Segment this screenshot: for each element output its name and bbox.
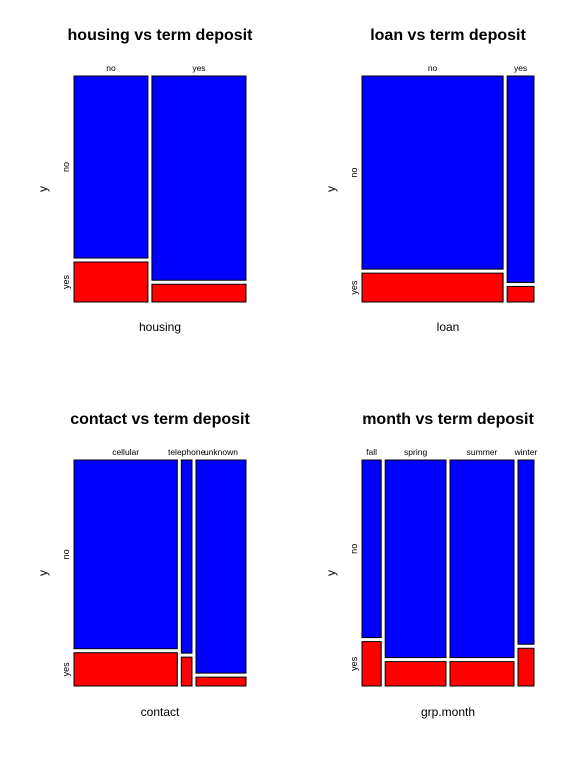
category-label-yes: yes: [514, 63, 527, 73]
mosaic-chart-2: loan vs term deposit loan y no no yes yes: [324, 27, 535, 334]
chart-title: housing vs term deposit: [68, 27, 254, 44]
tile-no-no: [73, 75, 149, 259]
x-axis-label: housing: [139, 320, 181, 334]
x-axis-label: contact: [141, 705, 180, 719]
category-label-unknown: unknown: [204, 447, 238, 457]
tile-fall-yes: [361, 641, 382, 687]
mosaic-chart-4: month vs term deposit grp.month y fall no yes…: [324, 411, 537, 719]
category-label-cellular: cellular: [112, 447, 139, 457]
category-label-yes: yes: [192, 63, 205, 73]
y-level-label-no: no: [61, 162, 71, 172]
y-level-label-yes: yes: [349, 656, 359, 671]
chart-title: contact vs term deposit: [70, 411, 250, 428]
tile-fall-no: [361, 459, 382, 639]
tile-spring-yes: [384, 661, 447, 687]
tile-unknown-no: [195, 459, 247, 674]
category-label-winter: winter: [514, 447, 538, 457]
category-label-no: no: [106, 63, 116, 73]
mosaic-chart-1: housing vs term deposit housing y no no yes ye…: [36, 27, 253, 334]
tile-yes-no: [151, 75, 247, 281]
y-axis-label: y: [36, 570, 50, 576]
tile-yes-no: [506, 75, 535, 283]
tile-summer-no: [449, 459, 515, 659]
y-axis-label: y: [324, 186, 338, 192]
tile-winter-yes: [517, 647, 535, 687]
y-axis-label: y: [324, 570, 338, 576]
tile-yes-yes: [151, 283, 247, 303]
y-level-label-no: no: [349, 168, 359, 178]
y-level-label-no: no: [349, 544, 359, 554]
tile-no-yes: [73, 261, 149, 303]
tile-cellular-no: [73, 459, 178, 650]
y-level-label-yes: yes: [349, 280, 359, 295]
tile-summer-yes: [449, 661, 515, 687]
tile-yes-yes: [506, 285, 535, 303]
y-level-label-yes: yes: [61, 275, 71, 290]
category-label-summer: summer: [467, 447, 498, 457]
category-label-spring: spring: [404, 447, 427, 457]
mosaic-chart-3: contact vs term deposit contact y cellular n…: [36, 411, 250, 719]
tile-telephone-no: [180, 459, 193, 654]
tile-spring-no: [384, 459, 447, 659]
x-axis-label: loan: [437, 320, 460, 334]
y-level-label-yes: yes: [61, 662, 71, 677]
chart-title: month vs term deposit: [362, 411, 534, 428]
x-axis-label: grp.month: [421, 705, 475, 719]
tile-telephone-yes: [180, 656, 193, 687]
category-label-telephone: telephone: [168, 447, 206, 457]
tile-no-yes: [361, 272, 504, 303]
category-label-fall: fall: [366, 447, 377, 457]
category-label-no: no: [428, 63, 438, 73]
tile-winter-no: [517, 459, 535, 645]
chart-title: loan vs term deposit: [370, 27, 526, 44]
y-level-label-no: no: [61, 549, 71, 559]
tile-cellular-yes: [73, 652, 178, 687]
y-axis-label: y: [36, 186, 50, 192]
tile-unknown-yes: [195, 676, 247, 687]
tile-no-no: [361, 75, 504, 270]
